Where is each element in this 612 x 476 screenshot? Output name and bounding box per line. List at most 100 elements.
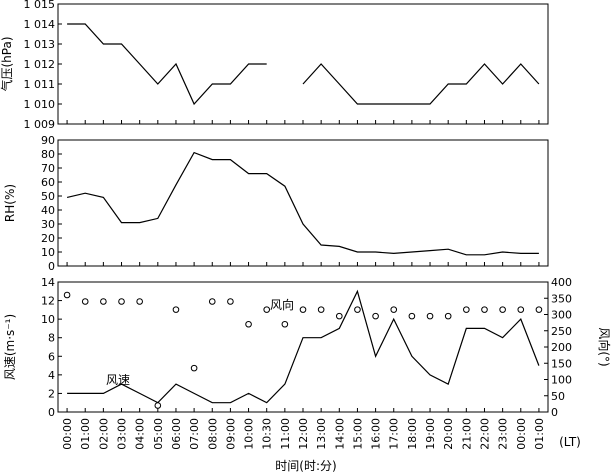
direction-point (227, 298, 234, 305)
direction-annotation: 风向 (270, 297, 294, 312)
series-line (67, 23, 267, 106)
direction-point (63, 291, 71, 299)
direction-point (372, 312, 379, 320)
x-tick-label: 22:00 (478, 418, 491, 450)
y2-axis-title: 风向(°) (597, 327, 612, 366)
direction-point (208, 298, 216, 305)
direction-point (172, 306, 180, 313)
direction-point (245, 320, 252, 328)
x-tick-label: 03:00 (116, 418, 129, 450)
y2-tick-label: 50 (551, 390, 565, 403)
direction-point (190, 364, 198, 372)
y-tick-label: 70 (41, 162, 55, 175)
y2-tick-label: 150 (551, 357, 572, 370)
direction-point (317, 306, 325, 313)
x-tick-label: 13:00 (315, 418, 328, 450)
x-tick-label: 21:00 (460, 418, 473, 450)
x-tick-label: 01:00 (79, 418, 92, 450)
y2-tick-label: 400 (551, 276, 572, 289)
y-tick-label: 1 009 (24, 118, 56, 131)
x-unit: (LT) (559, 435, 581, 449)
y2-tick-label: 100 (551, 374, 572, 387)
direction-point (81, 298, 89, 305)
plot-frame (57, 139, 549, 267)
x-tick-label: 23:00 (497, 418, 510, 450)
y-tick-label: 20 (41, 232, 55, 245)
x-tick-label: 19:00 (424, 418, 437, 450)
y-tick-label: 4 (48, 369, 55, 382)
y2-tick-label: 250 (551, 325, 572, 338)
y-tick-label: 80 (41, 148, 55, 161)
y-tick-label: 0 (48, 406, 55, 419)
y2-tick-label: 350 (551, 292, 572, 305)
y-axis-title: RH(%) (3, 184, 17, 222)
x-tick-label: 06:00 (170, 418, 183, 450)
x-tick-label: 17:00 (388, 418, 401, 450)
direction-point (463, 306, 470, 313)
direction-point (100, 298, 107, 305)
direction-point (535, 306, 543, 313)
direction-point (444, 312, 452, 320)
x-tick-label: 09:00 (224, 418, 237, 450)
direction-point (481, 306, 488, 313)
direction-point (354, 306, 361, 313)
x-tick-label: 00:00 (61, 418, 74, 450)
y2-tick-label: 0 (551, 406, 558, 419)
x-tick-label: 01:00 (533, 418, 546, 450)
direction-point (408, 312, 416, 320)
x-tick-label: 07:00 (188, 418, 201, 450)
x-tick-label: 08:00 (206, 418, 219, 450)
y-tick-label: 0 (48, 260, 55, 273)
series-line (67, 289, 540, 404)
direction-point (154, 402, 162, 409)
y-tick-label: 90 (41, 134, 55, 147)
x-tick-label: 15:00 (351, 418, 364, 450)
direction-point (335, 312, 343, 320)
x-tick-label: 05:00 (152, 418, 165, 450)
x-tick-label: 11:00 (279, 418, 292, 450)
y-tick-label: 6 (48, 350, 55, 363)
x-tick-label: 14:00 (333, 418, 346, 450)
series-line (66, 151, 539, 256)
direction-point (499, 306, 506, 313)
y-tick-label: 40 (41, 204, 55, 217)
direction-point (136, 298, 143, 305)
x-tick-label: 02:00 (97, 418, 110, 450)
direction-point (118, 298, 125, 305)
wind-panel: 0 2 4 6 8 10 12 14 风速(m·s⁻¹) 0 50 100 150 200 250 300 35… (3, 276, 612, 419)
y-tick-label: 1 011 (24, 78, 56, 91)
y-tick-label: 1 010 (24, 98, 56, 111)
speed-annotation: 风速 (106, 373, 130, 387)
plot-frame (57, 3, 549, 125)
x-tick-label: 10:00 (243, 418, 256, 450)
y2-tick-label: 300 (551, 309, 572, 322)
x-tick-label: 16:00 (370, 418, 383, 450)
x-tick-label: 10:30 (261, 418, 274, 450)
time-axis: 00:00 01:00 02:00 03:00 04:00 05:00 06:00 07:00… (61, 418, 581, 473)
direction-point (299, 306, 307, 313)
x-tick-label: 20:00 (442, 418, 455, 450)
x-tick-label: 00:00 (515, 418, 528, 450)
y-tick-label: 50 (41, 190, 55, 203)
y-tick-label: 60 (41, 176, 55, 189)
y-tick-label: 12 (41, 295, 55, 308)
y-tick-label: 10 (41, 313, 55, 326)
y-tick-label: 30 (41, 218, 55, 231)
y-axis-title: 风速(m·s⁻¹) (3, 314, 17, 380)
y-tick-label: 10 (41, 246, 55, 259)
direction-point (390, 306, 398, 313)
y-tick-label: 8 (48, 332, 55, 345)
x-tick-label: 12:00 (297, 418, 310, 450)
direction-point (426, 312, 434, 320)
y-axis-title: 气压(hPa) (0, 36, 14, 91)
y2-tick-label: 200 (551, 341, 572, 354)
pressure-panel: 1 009 1 010 1 011 1 012 1 013 1 014 1 015 气压(hP… (0, 0, 549, 131)
y-tick-label: 1 013 (24, 38, 56, 51)
x-tick-label: 18:00 (406, 418, 419, 450)
y-tick-label: 2 (48, 387, 55, 400)
y-tick-label: 1 015 (24, 0, 56, 11)
x-tick-label: 04:00 (134, 418, 147, 450)
y-tick-label: 1 012 (24, 58, 56, 71)
